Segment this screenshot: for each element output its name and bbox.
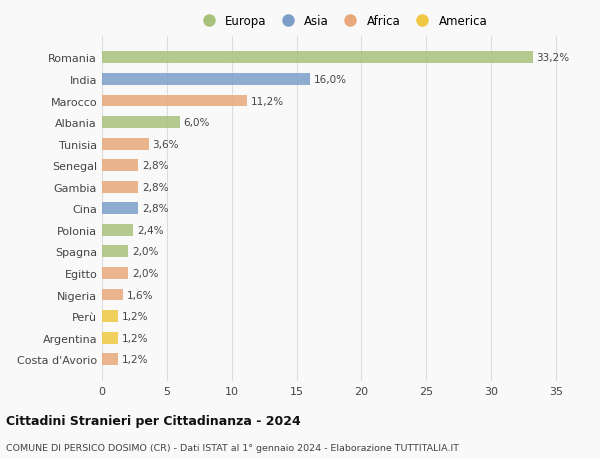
Bar [102, 139, 149, 150]
Text: 2,8%: 2,8% [142, 182, 169, 192]
Text: 1,2%: 1,2% [121, 333, 148, 343]
Text: 16,0%: 16,0% [313, 75, 346, 85]
Text: 2,4%: 2,4% [137, 225, 164, 235]
Text: Cittadini Stranieri per Cittadinanza - 2024: Cittadini Stranieri per Cittadinanza - 2… [6, 414, 301, 428]
Bar [102, 268, 128, 279]
Text: 6,0%: 6,0% [184, 118, 210, 128]
Text: 33,2%: 33,2% [536, 53, 570, 63]
Bar [102, 224, 133, 236]
Bar [102, 310, 118, 322]
Text: 11,2%: 11,2% [251, 96, 284, 106]
Bar [102, 181, 139, 193]
Bar [102, 353, 118, 365]
Bar [102, 117, 180, 129]
Text: 1,6%: 1,6% [127, 290, 153, 300]
Text: 2,0%: 2,0% [132, 247, 158, 257]
Bar [102, 332, 118, 344]
Bar [102, 160, 139, 172]
Text: 2,8%: 2,8% [142, 161, 169, 171]
Text: 1,2%: 1,2% [121, 354, 148, 364]
Text: 2,0%: 2,0% [132, 269, 158, 278]
Bar [102, 203, 139, 215]
Bar [102, 74, 310, 86]
Text: 1,2%: 1,2% [121, 311, 148, 321]
Text: 2,8%: 2,8% [142, 204, 169, 214]
Bar [102, 289, 123, 301]
Legend: Europa, Asia, Africa, America: Europa, Asia, Africa, America [193, 11, 491, 32]
Bar [102, 95, 247, 107]
Bar [102, 246, 128, 258]
Text: COMUNE DI PERSICO DOSIMO (CR) - Dati ISTAT al 1° gennaio 2024 - Elaborazione TUT: COMUNE DI PERSICO DOSIMO (CR) - Dati IST… [6, 443, 459, 452]
Bar [102, 52, 533, 64]
Text: 3,6%: 3,6% [152, 140, 179, 149]
